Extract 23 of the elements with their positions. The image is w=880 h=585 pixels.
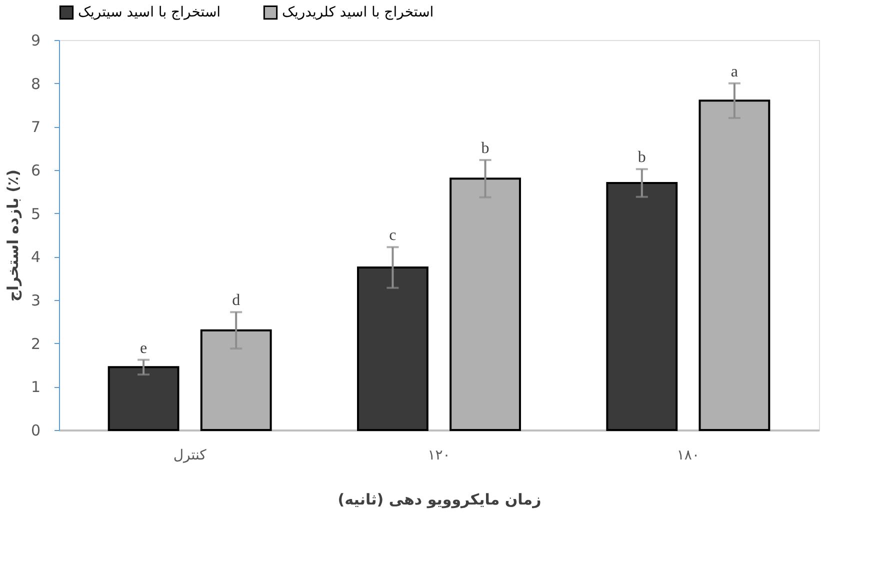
annotation: c (389, 227, 396, 244)
annotation: a (730, 63, 738, 80)
legend-label: استخراج با اسید کلریدریک (282, 4, 434, 21)
x-tick-label: ۱۲۰ (428, 448, 450, 464)
y-tick-label: 8 (30, 74, 40, 93)
y-tick-label: 7 (30, 118, 40, 136)
y-tick-label: 2 (30, 334, 40, 353)
y-tick-label: 1 (30, 378, 40, 396)
y-tick-label: 3 (30, 292, 40, 310)
legend-label: استخراج با اسید سیتریک (78, 4, 221, 21)
x-tick-label: ۱۸۰ (676, 448, 700, 464)
y-axis-title: بازده استخراج (٪) (4, 170, 22, 302)
annotation: b (481, 140, 490, 158)
annotation: d (232, 292, 240, 310)
y-tick-label: 9 (30, 32, 40, 50)
annotation: e (140, 340, 148, 357)
y-tick-label: 4 (30, 248, 40, 266)
x-tick-label: کنترل (173, 448, 207, 464)
y-tick-label: 5 (30, 204, 40, 223)
y-tick-label: 0 (30, 422, 40, 440)
annotation: b (638, 149, 646, 166)
x-axis-title: زمان مایکروویو دهی (ثانیه) (338, 490, 542, 508)
y-tick-label: 6 (30, 162, 40, 180)
